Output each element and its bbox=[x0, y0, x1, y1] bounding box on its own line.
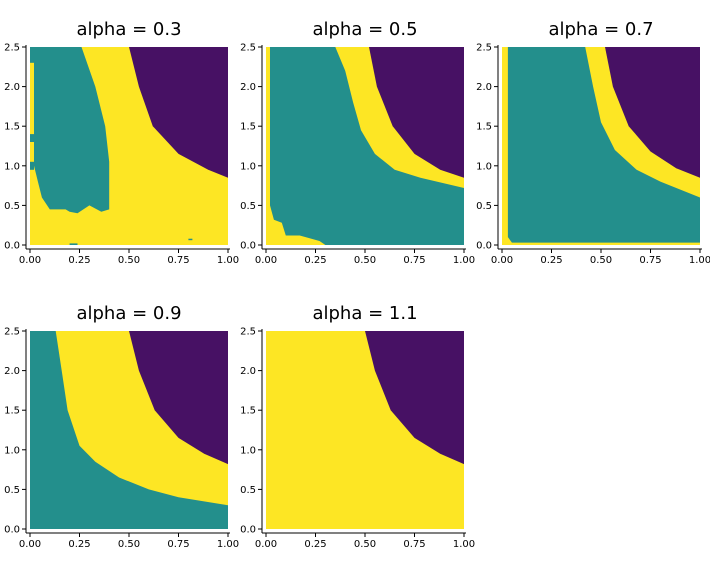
y-tick-label: 1.5 bbox=[476, 122, 492, 133]
x-tick-label: 0.00 bbox=[491, 255, 513, 266]
panel-4: 0.00 0.25 0.50 0.75 1.00 0.0 0.5 1.0 1.5 2.0 2.5 al… bbox=[4, 303, 239, 550]
x-tick-label: 1.00 bbox=[217, 255, 239, 266]
panel-title: alpha = 1.1 bbox=[312, 303, 417, 324]
region-purple-2 bbox=[129, 331, 228, 465]
y-tick-label: 0.0 bbox=[240, 525, 256, 536]
panel-3: 0.00 0.25 0.50 0.75 1.00 0.0 0.5 1.0 1.5 2.0 2.5 al… bbox=[476, 19, 710, 266]
x-tick-label: 0.75 bbox=[403, 255, 425, 266]
y-tick-label: 1.0 bbox=[4, 445, 20, 456]
regions bbox=[365, 331, 464, 465]
y-tick-label: 2.0 bbox=[4, 82, 20, 93]
x-tick-label: 0.00 bbox=[19, 255, 41, 266]
x-tick-label: 1.00 bbox=[453, 539, 475, 550]
y-tick-label: 2.5 bbox=[240, 327, 256, 338]
region-teal-4 bbox=[30, 134, 34, 142]
x-tick-label: 0.00 bbox=[19, 539, 41, 550]
x-tick-label: 0.50 bbox=[590, 255, 612, 266]
y-tick-label: 2.0 bbox=[476, 82, 492, 93]
x-tick-label: 0.50 bbox=[354, 255, 376, 266]
x-tick-label: 1.00 bbox=[689, 255, 710, 266]
y-tick-label: 2.5 bbox=[4, 43, 20, 54]
y-tick-label: 2.0 bbox=[4, 366, 20, 377]
panel-title: alpha = 0.9 bbox=[76, 303, 181, 324]
y-tick-label: 0.0 bbox=[476, 241, 492, 252]
panel-title: alpha = 0.3 bbox=[76, 19, 181, 40]
y-tick-label: 1.5 bbox=[4, 122, 20, 133]
panel-title: alpha = 0.7 bbox=[548, 19, 653, 40]
y-tick-label: 2.5 bbox=[476, 43, 492, 54]
y-tick-label: 1.0 bbox=[4, 161, 20, 172]
x-tick-label: 0.25 bbox=[304, 539, 326, 550]
panel-1: 0.00 0.25 0.50 0.75 1.00 0.0 0.5 1.0 1.5 2.0 2.5 al… bbox=[4, 19, 239, 266]
x-tick-label: 0.00 bbox=[255, 255, 277, 266]
x-tick-label: 0.00 bbox=[255, 539, 277, 550]
region-teal-5 bbox=[30, 161, 34, 170]
y-tick-label: 1.5 bbox=[240, 406, 256, 417]
x-tick-label: 0.50 bbox=[118, 255, 140, 266]
y-tick-label: 1.5 bbox=[4, 406, 20, 417]
y-tick-label: 0.5 bbox=[240, 485, 256, 496]
x-tick-label: 0.75 bbox=[167, 539, 189, 550]
region-teal-7 bbox=[188, 238, 193, 241]
y-tick-label: 0.5 bbox=[4, 485, 20, 496]
y-tick-label: 0.0 bbox=[4, 241, 20, 252]
panel-5: 0.00 0.25 0.50 0.75 1.00 0.0 0.5 1.0 1.5 2.0 2.5 al… bbox=[240, 303, 475, 550]
x-tick-label: 0.25 bbox=[68, 539, 90, 550]
x-tick-label: 0.25 bbox=[304, 255, 326, 266]
y-tick-label: 0.0 bbox=[240, 241, 256, 252]
region-teal-6 bbox=[69, 243, 78, 245]
region-teal-2 bbox=[34, 47, 110, 214]
y-tick-label: 0.5 bbox=[476, 201, 492, 212]
region-teal-1 bbox=[270, 47, 464, 245]
y-tick-label: 2.5 bbox=[240, 43, 256, 54]
y-tick-label: 0.0 bbox=[4, 525, 20, 536]
y-tick-label: 0.5 bbox=[4, 201, 20, 212]
region-teal-1 bbox=[507, 47, 700, 243]
panel-2: 0.00 0.25 0.50 0.75 1.00 0.0 0.5 1.0 1.5 2.0 2.5 al… bbox=[240, 19, 475, 266]
region-purple-2 bbox=[605, 47, 700, 178]
region-purple-1 bbox=[129, 47, 228, 178]
regions bbox=[30, 331, 228, 529]
region-purple-2 bbox=[369, 47, 464, 178]
region-teal-1 bbox=[30, 331, 228, 529]
x-tick-label: 0.75 bbox=[167, 255, 189, 266]
y-tick-label: 2.5 bbox=[4, 327, 20, 338]
panel-title: alpha = 0.5 bbox=[312, 19, 417, 40]
y-tick-label: 1.5 bbox=[240, 122, 256, 133]
regions bbox=[30, 47, 228, 245]
region-teal-3 bbox=[30, 47, 34, 63]
x-tick-label: 0.25 bbox=[540, 255, 562, 266]
x-tick-label: 0.50 bbox=[354, 539, 376, 550]
y-tick-label: 0.5 bbox=[240, 201, 256, 212]
x-tick-label: 1.00 bbox=[453, 255, 475, 266]
x-tick-label: 1.00 bbox=[217, 539, 239, 550]
y-tick-label: 1.0 bbox=[240, 161, 256, 172]
regions bbox=[507, 47, 700, 243]
regions bbox=[270, 47, 464, 245]
y-tick-label: 2.0 bbox=[240, 366, 256, 377]
x-tick-label: 0.75 bbox=[403, 539, 425, 550]
region-purple-1 bbox=[365, 331, 464, 465]
y-tick-label: 1.0 bbox=[476, 161, 492, 172]
x-tick-label: 0.25 bbox=[68, 255, 90, 266]
y-tick-label: 1.0 bbox=[240, 445, 256, 456]
x-tick-label: 0.75 bbox=[639, 255, 661, 266]
x-tick-label: 0.50 bbox=[118, 539, 140, 550]
y-tick-label: 2.0 bbox=[240, 82, 256, 93]
